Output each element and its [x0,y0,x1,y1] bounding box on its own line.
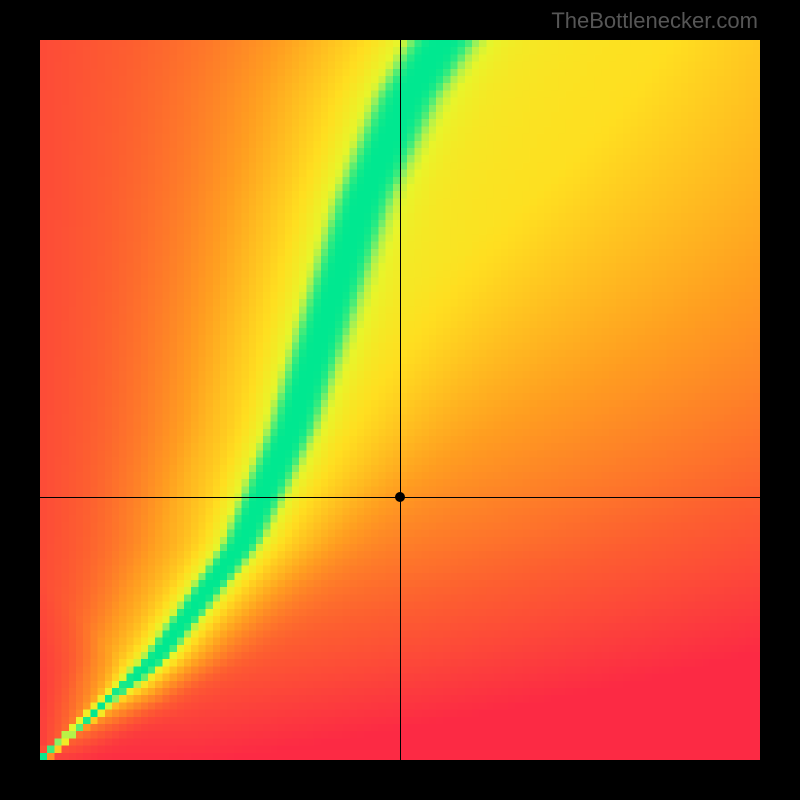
watermark-text: TheBottlenecker.com [551,8,758,34]
crosshair-vertical [400,40,401,760]
chart-container: TheBottlenecker.com [0,0,800,800]
